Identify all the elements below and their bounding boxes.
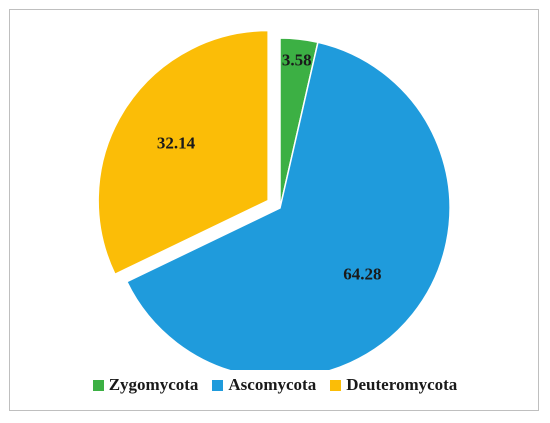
pie-label-ascomycota: 64.28 bbox=[343, 265, 381, 284]
pie-slice-deuteromycota bbox=[97, 29, 269, 276]
pie-labels: 3.58 64.28 32.14 bbox=[157, 50, 382, 283]
pie-label-zygomycota: 3.58 bbox=[282, 50, 312, 69]
legend-label-zygomycota: Zygomycota bbox=[108, 375, 199, 394]
legend-swatch-ascomycota bbox=[212, 379, 224, 391]
legend-swatch-deuteromycota bbox=[330, 379, 342, 391]
legend: Zygomycota Ascomycota Deuteromycota bbox=[10, 375, 540, 395]
legend-label-ascomycota: Ascomycota bbox=[228, 375, 317, 394]
legend-swatch-zygomycota bbox=[92, 379, 104, 391]
pie-chart: 3.58 64.28 32.14 bbox=[97, 29, 451, 370]
legend-label-deuteromycota: Deuteromycota bbox=[346, 375, 458, 394]
chart-frame: 3.58 64.28 32.14 Zygomycota Ascomycota Deu… bbox=[9, 9, 539, 411]
pie-slices bbox=[97, 29, 451, 370]
pie-slice-ascomycota bbox=[125, 41, 451, 370]
legend-item-deuteromycota: Deuteromycota bbox=[330, 375, 457, 395]
legend-item-ascomycota: Ascomycota bbox=[212, 375, 316, 395]
pie-label-deuteromycota: 32.14 bbox=[157, 134, 196, 153]
legend-item-zygomycota: Zygomycota bbox=[92, 375, 199, 395]
